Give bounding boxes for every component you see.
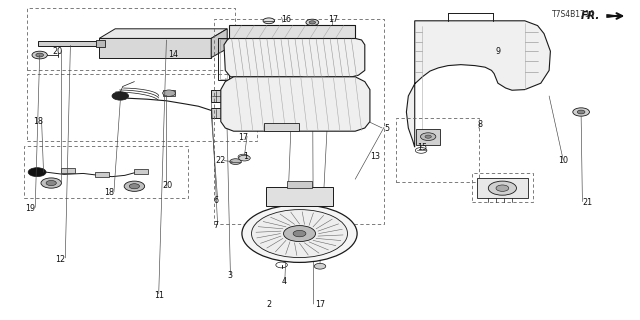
Circle shape <box>573 108 589 116</box>
Circle shape <box>425 135 431 138</box>
Text: 17: 17 <box>238 133 248 142</box>
Circle shape <box>239 155 250 161</box>
Polygon shape <box>134 169 148 174</box>
Text: 12: 12 <box>55 255 65 264</box>
Polygon shape <box>99 38 211 58</box>
Text: 21: 21 <box>582 198 593 207</box>
Circle shape <box>230 159 241 164</box>
Text: 20: 20 <box>163 181 173 190</box>
Polygon shape <box>61 168 75 173</box>
Polygon shape <box>211 29 227 58</box>
Circle shape <box>488 181 516 195</box>
Polygon shape <box>406 21 550 147</box>
Text: 6: 6 <box>214 196 219 204</box>
Circle shape <box>129 184 140 189</box>
Text: 14: 14 <box>168 50 178 59</box>
Text: 20: 20 <box>52 47 63 56</box>
Circle shape <box>112 92 129 100</box>
Text: 11: 11 <box>154 292 164 300</box>
Polygon shape <box>264 123 299 131</box>
Text: 13: 13 <box>370 152 380 161</box>
Polygon shape <box>211 108 229 118</box>
Circle shape <box>420 133 436 140</box>
Polygon shape <box>416 129 440 145</box>
Polygon shape <box>477 178 528 198</box>
Circle shape <box>28 168 46 177</box>
Polygon shape <box>38 41 97 46</box>
Polygon shape <box>224 38 365 80</box>
Text: 2: 2 <box>266 300 271 309</box>
Circle shape <box>242 205 357 262</box>
Polygon shape <box>163 90 175 96</box>
Circle shape <box>32 51 47 59</box>
Polygon shape <box>96 40 105 47</box>
Text: 22: 22 <box>215 156 225 165</box>
Circle shape <box>263 18 275 24</box>
Text: 7: 7 <box>214 221 219 230</box>
Circle shape <box>46 180 56 186</box>
Circle shape <box>41 178 61 188</box>
Polygon shape <box>229 25 355 38</box>
Text: T7S4B1710: T7S4B1710 <box>552 10 595 19</box>
Text: 9: 9 <box>495 47 500 56</box>
Text: FR.: FR. <box>581 11 600 21</box>
Text: 16: 16 <box>282 15 292 24</box>
Text: 3: 3 <box>228 271 233 280</box>
Polygon shape <box>95 172 109 177</box>
Polygon shape <box>236 116 250 123</box>
Text: 18: 18 <box>33 117 44 126</box>
Circle shape <box>284 226 316 242</box>
Circle shape <box>309 21 316 24</box>
Polygon shape <box>221 77 370 131</box>
Circle shape <box>314 263 326 269</box>
Text: 1: 1 <box>243 152 248 161</box>
Text: 19: 19 <box>25 204 35 212</box>
Circle shape <box>163 90 175 96</box>
Polygon shape <box>99 29 227 38</box>
Circle shape <box>577 110 585 114</box>
Text: 18: 18 <box>104 188 114 197</box>
Text: 5: 5 <box>384 124 389 132</box>
Text: 17: 17 <box>315 300 325 309</box>
Circle shape <box>252 210 348 258</box>
Polygon shape <box>287 181 312 188</box>
Polygon shape <box>607 14 620 18</box>
Circle shape <box>36 53 44 57</box>
Circle shape <box>306 19 319 26</box>
Text: 10: 10 <box>558 156 568 164</box>
Circle shape <box>293 230 306 237</box>
Polygon shape <box>266 187 333 206</box>
Text: 15: 15 <box>417 143 428 152</box>
Polygon shape <box>211 90 230 102</box>
Circle shape <box>496 185 509 191</box>
Circle shape <box>124 181 145 191</box>
Text: 4: 4 <box>282 277 287 286</box>
Text: 17: 17 <box>328 15 338 24</box>
Text: 8: 8 <box>477 120 483 129</box>
